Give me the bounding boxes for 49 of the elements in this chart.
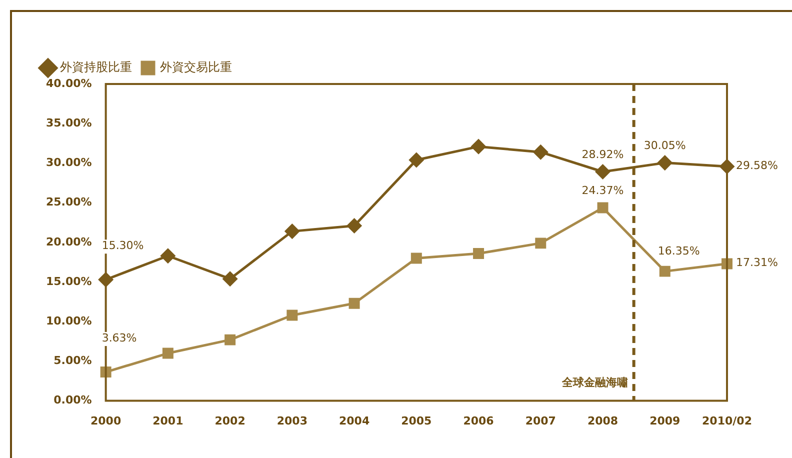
point xyxy=(160,248,176,264)
data-label: 29.58% xyxy=(736,158,778,172)
y-tick-label: 30.00% xyxy=(46,156,92,170)
legend-label: 外資交易比重 xyxy=(160,60,232,74)
data-label: 3.63% xyxy=(102,331,137,344)
x-tick-label: 2004 xyxy=(338,414,370,428)
x-tick-label: 2010/02 xyxy=(702,414,752,428)
point xyxy=(658,156,672,170)
point xyxy=(286,310,298,321)
y-tick-label: 35.00% xyxy=(46,116,92,130)
point xyxy=(348,298,360,309)
point xyxy=(162,348,174,359)
y-tick-label: 0.00% xyxy=(54,394,92,407)
point xyxy=(224,334,236,346)
x-tick-label: 2002 xyxy=(214,414,246,428)
point xyxy=(284,224,300,239)
legend-label: 外資持股比重 xyxy=(60,60,132,74)
point xyxy=(596,164,610,180)
point xyxy=(597,202,608,214)
data-label: 15.30% xyxy=(102,238,144,252)
x-tick-label: 2003 xyxy=(276,414,308,428)
y-tick-label: 40.00% xyxy=(46,76,92,90)
y-tick-label: 25.00% xyxy=(46,196,92,209)
y-tick-label: 20.00% xyxy=(46,235,92,248)
point xyxy=(409,152,424,168)
point xyxy=(535,238,546,249)
data-label: 16.35% xyxy=(658,244,700,258)
data-label: 28.92% xyxy=(582,148,624,162)
point xyxy=(659,266,670,277)
point xyxy=(473,248,484,259)
x-tick-label: 2006 xyxy=(463,414,494,428)
x-tick-label: 2007 xyxy=(525,414,556,428)
y-tick-label: 15.00% xyxy=(46,274,92,288)
y-tick-label: 5.00% xyxy=(54,354,92,368)
point xyxy=(347,218,362,234)
ref-line-label: 全球金融海嘯 xyxy=(560,376,628,390)
data-label: 17.31% xyxy=(736,256,778,270)
x-tick-label: 2001 xyxy=(152,414,184,428)
x-tick-label: 2009 xyxy=(650,414,680,428)
point xyxy=(471,139,486,154)
x-tick-label: 2005 xyxy=(401,414,432,428)
x-tick-label: 2008 xyxy=(587,414,618,428)
point xyxy=(410,252,422,264)
data-label: 30.05% xyxy=(644,139,686,152)
data-label: 24.37% xyxy=(582,184,624,198)
x-tick-label: 2000 xyxy=(90,414,122,428)
y-tick-label: 10.00% xyxy=(46,314,92,328)
point xyxy=(533,144,548,160)
point xyxy=(222,272,238,286)
